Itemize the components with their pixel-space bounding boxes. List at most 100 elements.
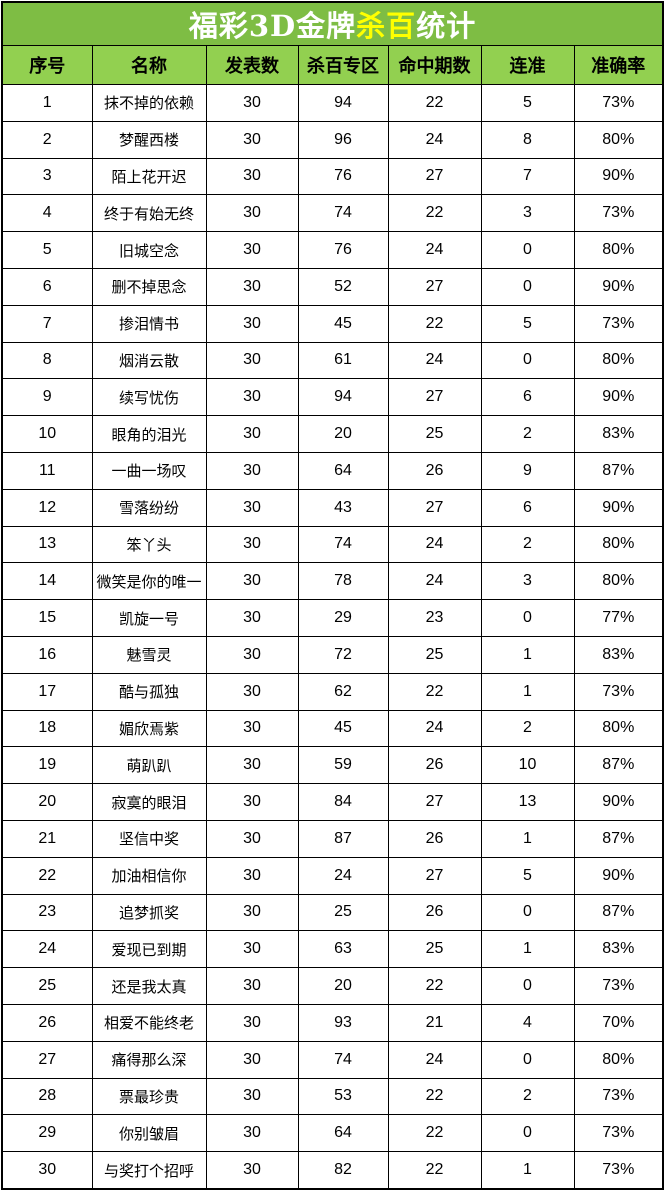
title-prefix: 福彩3D金牌 (188, 9, 357, 43)
cell-name: 一曲一场叹 (91, 451, 207, 490)
table-row: 10 眼角的泪光 30 20 25 2 83% (1, 415, 664, 453)
cell-index: 12 (1, 488, 93, 527)
cell-index: 29 (1, 1114, 93, 1153)
cell-accuracy: 70% (573, 1003, 664, 1042)
table-body: 1 抹不掉的依赖 30 94 22 5 73% 2 梦醒西楼 30 96 24 8 80% 3 陌上花开迟 30… (1, 84, 664, 1190)
cell-published: 30 (205, 341, 299, 380)
cell-hits: 23 (387, 599, 482, 637)
table-row: 5 旧城空念 30 76 24 0 80% (1, 231, 664, 269)
cell-name: 加油相信你 (91, 856, 207, 895)
cell-accuracy: 83% (573, 930, 664, 969)
col-header-accuracy: 准确率 (573, 45, 664, 85)
table-row: 23 追梦抓奖 30 25 26 0 87% (1, 893, 664, 932)
cell-published: 30 (205, 378, 299, 417)
cell-hits: 25 (387, 635, 482, 674)
cell-hits: 25 (387, 930, 482, 969)
cell-hits: 22 (387, 1077, 482, 1116)
table-row: 1 抹不掉的依赖 30 94 22 5 73% (1, 84, 664, 122)
cell-kill-zone: 63 (297, 930, 389, 969)
cell-kill-zone: 53 (297, 1077, 389, 1116)
table-row: 29 你别皱眉 30 64 22 0 73% (1, 1114, 664, 1153)
cell-hits: 27 (387, 267, 482, 306)
cell-hits: 21 (387, 1003, 482, 1042)
cell-index: 23 (1, 893, 93, 932)
cell-name: 雪落纷纷 (91, 488, 207, 527)
table-row: 26 相爱不能终老 30 93 21 4 70% (1, 1003, 664, 1042)
cell-streak: 2 (480, 709, 575, 748)
cell-name: 还是我太真 (91, 967, 207, 1005)
cell-index: 11 (1, 451, 93, 490)
cell-accuracy: 80% (573, 525, 664, 564)
cell-index: 7 (1, 304, 93, 343)
cell-name: 追梦抓奖 (91, 893, 207, 932)
cell-index: 3 (1, 157, 93, 196)
cell-accuracy: 90% (573, 378, 664, 417)
cell-accuracy: 80% (573, 120, 664, 159)
cell-streak: 6 (480, 488, 575, 527)
cell-accuracy: 77% (573, 599, 664, 637)
table-row: 18 媚欣焉紫 30 45 24 2 80% (1, 709, 664, 748)
cell-kill-zone: 64 (297, 1114, 389, 1153)
cell-streak: 5 (480, 304, 575, 343)
table-row: 14 微笑是你的唯一 30 78 24 3 80% (1, 562, 664, 601)
cell-streak: 4 (480, 1003, 575, 1042)
cell-index: 22 (1, 856, 93, 895)
cell-hits: 22 (387, 1151, 482, 1190)
cell-index: 28 (1, 1077, 93, 1116)
cell-published: 30 (205, 783, 299, 821)
cell-hits: 22 (387, 967, 482, 1005)
col-header-name: 名称 (91, 45, 207, 85)
cell-accuracy: 80% (573, 1040, 664, 1079)
cell-streak: 1 (480, 1151, 575, 1190)
cell-kill-zone: 74 (297, 1040, 389, 1079)
cell-published: 30 (205, 893, 299, 932)
cell-kill-zone: 20 (297, 967, 389, 1005)
cell-hits: 24 (387, 709, 482, 748)
cell-accuracy: 73% (573, 1114, 664, 1153)
cell-streak: 0 (480, 967, 575, 1005)
cell-name: 续写忧伤 (91, 378, 207, 417)
cell-hits: 22 (387, 304, 482, 343)
cell-accuracy: 90% (573, 157, 664, 196)
cell-index: 24 (1, 930, 93, 969)
cell-index: 17 (1, 672, 93, 711)
cell-hits: 24 (387, 341, 482, 380)
cell-hits: 22 (387, 672, 482, 711)
cell-accuracy: 73% (573, 672, 664, 711)
cell-name: 眼角的泪光 (91, 415, 207, 453)
cell-name: 抹不掉的依赖 (91, 84, 207, 122)
table-row: 4 终于有始无终 30 74 22 3 73% (1, 194, 664, 233)
cell-accuracy: 87% (573, 819, 664, 858)
cell-streak: 5 (480, 84, 575, 122)
cell-published: 30 (205, 157, 299, 196)
cell-name: 旧城空念 (91, 231, 207, 269)
cell-published: 30 (205, 267, 299, 306)
cell-accuracy: 80% (573, 709, 664, 748)
cell-streak: 10 (480, 746, 575, 785)
cell-streak: 0 (480, 599, 575, 637)
table-row: 12 雪落纷纷 30 43 27 6 90% (1, 488, 664, 527)
cell-streak: 1 (480, 819, 575, 858)
table-row: 8 烟消云散 30 61 24 0 80% (1, 341, 664, 380)
cell-index: 9 (1, 378, 93, 417)
cell-accuracy: 73% (573, 84, 664, 122)
cell-streak: 0 (480, 267, 575, 306)
cell-accuracy: 90% (573, 488, 664, 527)
cell-streak: 13 (480, 783, 575, 821)
cell-hits: 22 (387, 84, 482, 122)
table-row: 13 笨丫头 30 74 24 2 80% (1, 525, 664, 564)
cell-streak: 0 (480, 1040, 575, 1079)
table-row: 30 与奖打个招呼 30 82 22 1 73% (1, 1151, 664, 1190)
cell-hits: 24 (387, 562, 482, 601)
cell-kill-zone: 61 (297, 341, 389, 380)
cell-kill-zone: 20 (297, 415, 389, 453)
cell-streak: 8 (480, 120, 575, 159)
cell-name: 微笑是你的唯一 (91, 562, 207, 601)
cell-name: 终于有始无终 (91, 194, 207, 233)
cell-hits: 24 (387, 1040, 482, 1079)
cell-streak: 5 (480, 856, 575, 895)
table-row: 24 爱现已到期 30 63 25 1 83% (1, 930, 664, 969)
cell-name: 与奖打个招呼 (91, 1151, 207, 1190)
cell-hits: 26 (387, 451, 482, 490)
cell-hits: 27 (387, 783, 482, 821)
